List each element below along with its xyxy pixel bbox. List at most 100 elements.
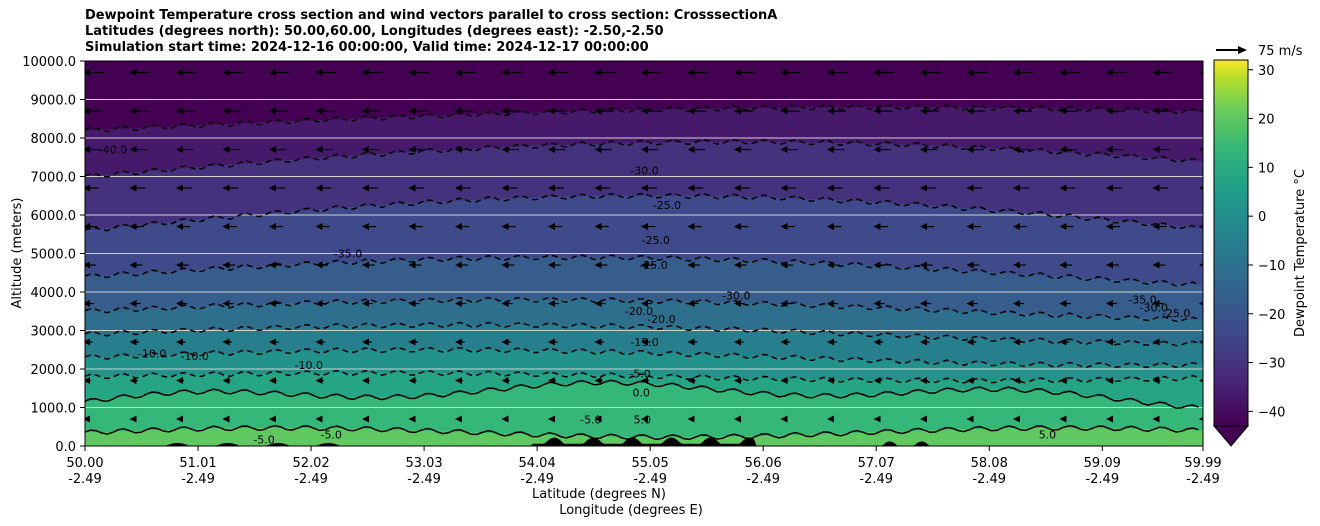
contour-label: -25.0	[639, 259, 667, 272]
wind-arrow	[1059, 107, 1079, 115]
wind-arrow	[362, 261, 375, 269]
wind-arrow	[455, 69, 476, 77]
colorbar-tick-label: −10	[1258, 259, 1285, 274]
wind-arrow	[920, 184, 936, 192]
wind-arrow	[734, 184, 750, 192]
wind-arrow	[315, 300, 327, 308]
wind-arrow	[455, 107, 474, 115]
colorbar-ticks: 30 20 10 0 −10 −20 −30 −40	[1248, 64, 1285, 420]
y-tick-label: 4000.0	[31, 286, 77, 301]
wind-arrow	[176, 69, 197, 77]
contour-label: -25.0	[653, 199, 681, 212]
contour-5	[85, 424, 1199, 441]
wind-arrow	[1152, 300, 1164, 308]
wind-arrow	[85, 107, 102, 115]
wind-arrow	[85, 300, 95, 308]
wind-arrow	[1013, 261, 1026, 269]
colorbar-tick-label: 0	[1258, 210, 1266, 225]
contour-labels: -40.0-35.0-30.0-25.0-25.0-25.0-30.0-20.0…	[99, 143, 1191, 446]
wind-arrow	[594, 415, 602, 423]
terrain-silhouette	[85, 437, 1203, 446]
wind-arrow	[315, 146, 333, 154]
wind-arrow	[920, 69, 941, 77]
wind-arrow	[501, 338, 512, 346]
wind-arrow	[1059, 223, 1074, 231]
wind-arrow	[594, 377, 603, 385]
wind-arrow	[501, 184, 518, 192]
wind-arrow	[966, 184, 983, 192]
wind-arrow	[548, 184, 564, 192]
y-tick-label: 6000.0	[31, 209, 77, 224]
quiver-key: 75 m/s	[1216, 44, 1303, 59]
quiver-key-label: 75 m/s	[1258, 44, 1303, 59]
wind-arrow	[548, 415, 555, 423]
wind-arrow	[873, 146, 891, 154]
wind-arrow	[780, 338, 791, 346]
wind-arrow	[176, 415, 183, 423]
wind-arrow	[1199, 301, 1203, 306]
title-line-1: Dewpoint Temperature cross section and w…	[85, 8, 778, 23]
wind-arrow	[362, 107, 381, 115]
wind-arrow	[129, 146, 147, 154]
wind-arrow	[827, 300, 839, 308]
contour-0	[85, 379, 1199, 409]
x-tick-label-lon: -2.49	[1186, 472, 1220, 487]
x-tick-label-lon: -2.49	[972, 472, 1006, 487]
colorbar-tick-label: −40	[1258, 405, 1285, 420]
wind-arrow	[176, 146, 194, 154]
wind-arrow	[501, 415, 509, 423]
wind-arrow	[1199, 147, 1203, 152]
wind-arrow	[269, 146, 287, 154]
wind-arrow	[966, 300, 978, 308]
wind-arrow	[548, 261, 561, 269]
wind-arrow	[827, 261, 840, 269]
wind-arrow	[129, 377, 138, 385]
y-tick-label: 1000.0	[31, 402, 77, 417]
wind-arrow	[1152, 338, 1163, 346]
wind-arrow	[873, 415, 881, 423]
wind-arrow	[920, 223, 935, 231]
wind-arrow	[85, 146, 101, 154]
wind-arrow	[594, 69, 616, 77]
wind-arrow	[641, 261, 654, 269]
wind-arrow	[687, 261, 701, 269]
wind-arrow	[827, 107, 846, 115]
wind-arrow	[85, 261, 96, 269]
wind-arrow	[1152, 146, 1170, 154]
wind-arrow	[827, 69, 848, 77]
wind-arrow	[1059, 377, 1068, 385]
x-tick-label-lat: 54.04	[519, 456, 556, 471]
wind-arrow	[687, 184, 704, 192]
wind-arrow	[1106, 223, 1121, 231]
wind-arrow	[873, 184, 890, 192]
wind-arrow	[780, 223, 795, 231]
wind-arrow	[734, 338, 744, 346]
wind-arrow	[1013, 338, 1023, 346]
wind-arrow	[734, 223, 749, 231]
wind-arrow	[1106, 300, 1118, 308]
wind-arrow	[176, 338, 186, 346]
wind-arrow	[687, 146, 705, 154]
wind-arrow	[641, 69, 662, 77]
wind-arrow	[873, 107, 893, 115]
contour-label: -5.0	[253, 434, 274, 447]
wind-arrow	[1013, 69, 1034, 77]
wind-arrow	[408, 223, 423, 231]
wind-arrow	[966, 415, 974, 423]
wind-arrow	[780, 377, 789, 385]
x-tick-label-lat: 52.02	[292, 456, 329, 471]
wind-arrow	[827, 377, 836, 385]
title-line-3: Simulation start time: 2024-12-16 00:00:…	[85, 40, 649, 55]
wind-arrow	[129, 261, 143, 269]
wind-arrow	[1013, 107, 1032, 115]
wind-arrow	[269, 338, 279, 346]
wind-arrow	[734, 107, 753, 115]
wind-arrow	[873, 338, 884, 346]
contour-label: -35.0	[334, 247, 362, 260]
x-tick-label-lat: 59.99	[1184, 456, 1221, 471]
wind-arrow	[269, 223, 284, 231]
wind-arrow	[455, 146, 473, 154]
contour--35	[85, 138, 1199, 178]
wind-arrow	[1013, 146, 1031, 154]
wind-arrow	[641, 377, 650, 385]
